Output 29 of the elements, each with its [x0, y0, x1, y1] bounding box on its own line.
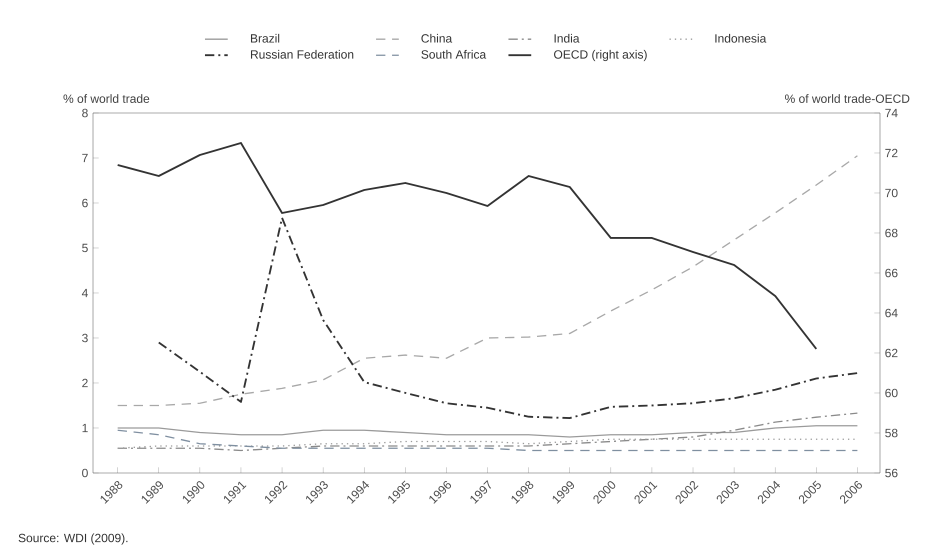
y-tick-label: 2: [82, 378, 88, 388]
y-tick-label: 7: [82, 154, 88, 162]
y2-tick-label: 70: [885, 188, 898, 198]
legend-label: China: [421, 34, 452, 43]
y-tick-label: 1: [82, 424, 88, 432]
y-tick-label: 5: [82, 244, 88, 252]
legend-label: Russian Federation: [250, 50, 354, 59]
y2-tick-label: 66: [885, 268, 898, 278]
y2-tick-label: 64: [885, 308, 898, 318]
y2-tick-label: 74: [885, 108, 898, 118]
y-tick-label: 3: [82, 334, 88, 342]
legend-label: Brazil: [250, 34, 280, 43]
y2-tick-label: 68: [885, 228, 898, 238]
y-tick-label: 4: [82, 288, 88, 298]
y2-tick-label: 60: [885, 388, 898, 398]
legend-label: India: [554, 34, 580, 43]
y2-tick-label: 58: [885, 428, 898, 438]
y2-axis-title: % of world trade-OECD: [785, 94, 910, 103]
y-axis-title: % of world trade: [63, 94, 150, 103]
legend-label: South Africa: [421, 50, 486, 59]
y2-tick-label: 56: [885, 468, 898, 478]
y-tick-label: 6: [82, 198, 88, 208]
y2-tick-label: 62: [885, 348, 898, 358]
y-tick-label: 0: [82, 468, 88, 478]
y-tick-label: 8: [82, 108, 88, 118]
source-note: Source: WDI (2009).: [18, 533, 128, 545]
y2-tick-label: 72: [885, 148, 898, 158]
legend-label: Indonesia: [715, 34, 766, 43]
legend-label: OECD (right axis): [554, 50, 647, 62]
